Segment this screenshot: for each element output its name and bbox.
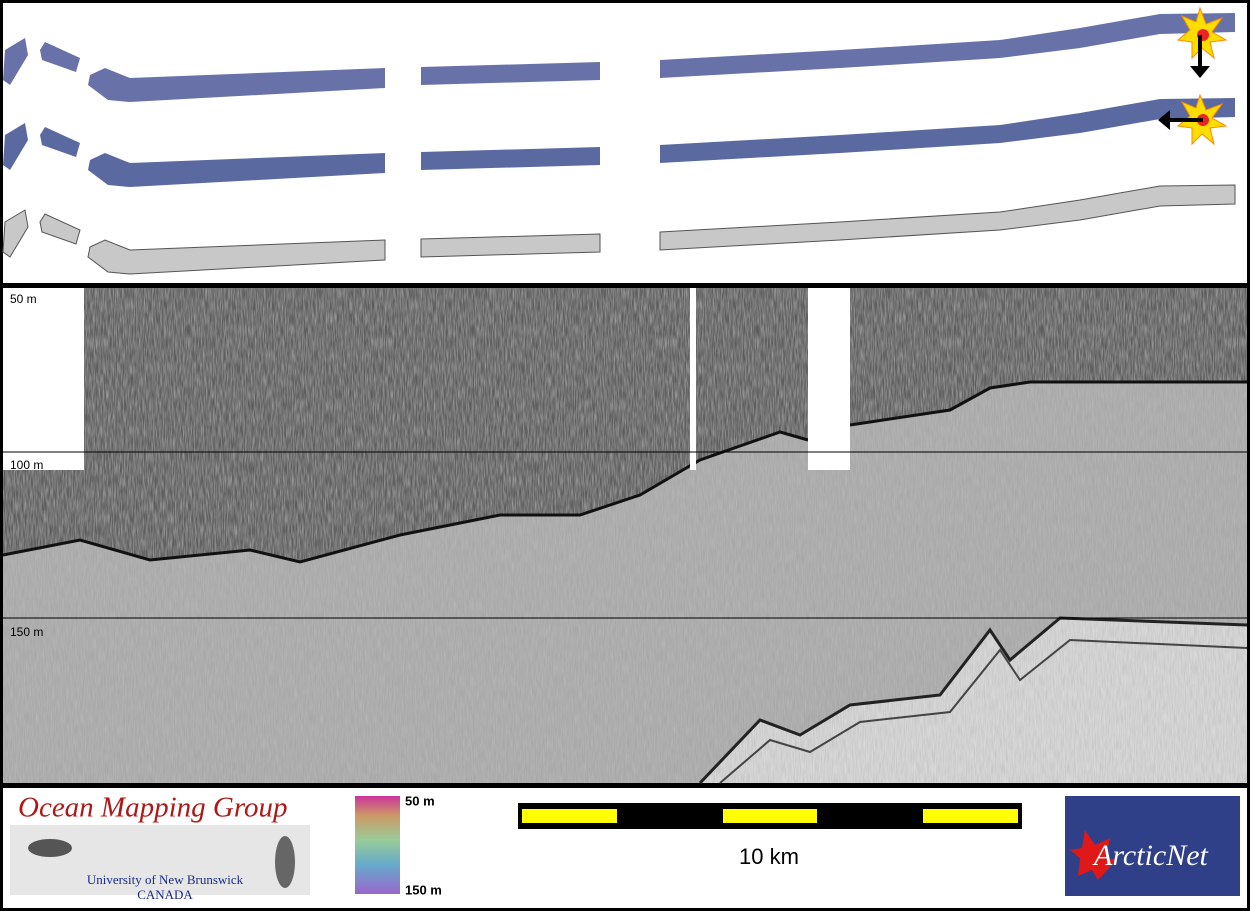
data-gap [690,288,696,470]
logo-image [10,825,310,895]
depth-label: 50 m [10,292,37,306]
scale-segment [723,809,817,823]
logo-line: University of New Brunswick [87,872,244,887]
data-gap [808,288,850,470]
scale-segment [522,809,617,823]
event-markers [1158,6,1228,146]
seafloor [849,380,1247,427]
colorbar [355,796,400,894]
depth-label: 150 m [10,625,43,639]
depth-label: 100 m [10,458,43,472]
colorbar-label: 50 m [405,793,435,808]
data-gap [3,288,84,470]
logo-line: CANADA [137,887,193,902]
reflector [698,616,1248,785]
scale-label: 10 km [739,844,799,869]
logo-title: Ocean Mapping Group [18,792,288,824]
reflector [719,638,1248,784]
colorbar-label: 150 m [405,882,442,897]
noise [3,288,1247,783]
seafloor [2,430,809,564]
scale-segment [923,809,1018,823]
partner-name: ArcticNet [1092,839,1209,872]
